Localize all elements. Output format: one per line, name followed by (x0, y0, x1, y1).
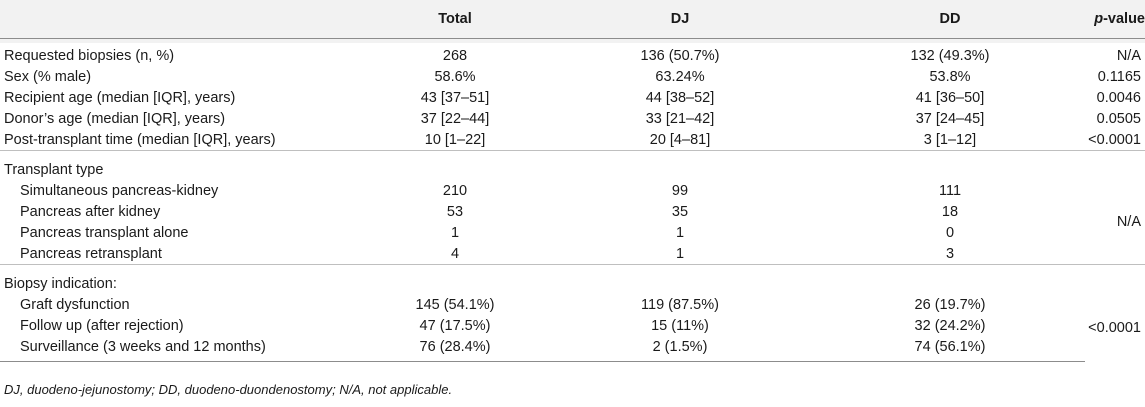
cell-dj: 136 (50.7%) (640, 47, 720, 64)
cell-dd: 3 (945, 245, 955, 262)
table-row: Pancreas retransplant 4 1 3 (0, 243, 1145, 265)
row-label: Donor’s age (median [IQR], years) (4, 110, 226, 127)
cell-dj: 63.24% (655, 68, 705, 85)
cell-dd: 37 [24–45] (915, 110, 985, 127)
table-footnote: DJ, duodeno-jejunostomy; DD, duodeno-duo… (4, 382, 453, 397)
cell-dj: 1 (675, 224, 685, 241)
row-label: Requested biopsies (n, %) (4, 47, 175, 64)
cell-dj: 20 [4–81] (649, 131, 711, 148)
table-row: Surveillance (3 weeks and 12 months) 76 … (0, 336, 1145, 362)
table-row: Post-transplant time (median [IQR], year… (0, 129, 1145, 151)
cell-dj: 33 [21–42] (645, 110, 715, 127)
cell-total: 53 (446, 203, 464, 220)
cell-dd: 132 (49.3%) (910, 47, 990, 64)
cell-dd: 0 (945, 224, 955, 241)
cell-dj: 35 (671, 203, 689, 220)
biopsy-characteristics-table: Total DJ DD p-value Requested biopsies (… (0, 0, 1145, 362)
cell-total: 4 (450, 245, 460, 262)
column-header-p-value: p-value (1085, 0, 1145, 39)
p-value-suffix: -value (1103, 11, 1145, 27)
column-header-dd: DD (815, 0, 1085, 39)
row-label: Graft dysfunction (20, 296, 130, 313)
cell-total: 43 [37–51] (420, 89, 490, 106)
cell-dj: 15 (11%) (651, 317, 709, 334)
cell-total: 268 (442, 47, 468, 64)
table-row: Pancreas after kidney 53 35 18 (0, 201, 1145, 222)
cell-p-value-transplant-type: N/A (1116, 214, 1141, 230)
cell-dj: 2 (1.5%) (545, 336, 815, 362)
cell-total: 58.6% (434, 68, 476, 85)
row-label: Surveillance (3 weeks and 12 months) (0, 336, 365, 362)
section-heading-biopsy-indication: Biopsy indication: (0, 264, 365, 294)
cell-dd: 111 (938, 182, 962, 199)
row-label: Follow up (after rejection) (20, 317, 184, 334)
cell-p-value: 0.0505 (1096, 110, 1141, 127)
column-header-total: Total (365, 0, 545, 39)
p-value-italic-p: p (1094, 11, 1104, 27)
table-row: Requested biopsies (n, %) 268 136 (50.7%… (0, 39, 1145, 67)
section-heading-transplant-type: Transplant type (0, 150, 365, 180)
row-label: Pancreas transplant alone (20, 224, 189, 241)
row-label: Pancreas after kidney (20, 203, 161, 220)
table-row: Sex (% male) 58.6% 63.24% 53.8% 0.1165 (0, 66, 1145, 87)
row-label: Sex (% male) (4, 68, 92, 85)
cell-total: 1 (450, 224, 460, 241)
cell-p-value-biopsy-indication: <0.0001 (1088, 319, 1141, 336)
cell-total: 10 [1–22] (424, 131, 486, 148)
column-header-label (0, 0, 365, 39)
cell-p-value: N/A (1116, 47, 1141, 64)
row-label: Post-transplant time (median [IQR], year… (4, 131, 276, 148)
table-row: Follow up (after rejection) 47 (17.5%) 1… (0, 315, 1145, 336)
cell-total: 47 (17.5%) (419, 317, 491, 334)
table-row: Recipient age (median [IQR], years) 43 [… (0, 87, 1145, 108)
cell-total: 145 (54.1%) (415, 296, 495, 313)
cell-dd: 41 [36–50] (915, 89, 985, 106)
cell-total: 76 (28.4%) (365, 336, 545, 362)
row-label: Simultaneous pancreas-kidney (20, 182, 219, 199)
cell-dj: 44 [38–52] (645, 89, 715, 106)
cell-dd: 74 (56.1%) (815, 336, 1085, 362)
table-row: Simultaneous pancreas-kidney 210 99 111 … (0, 180, 1145, 231)
cell-dd: 32 (24.2%) (914, 317, 986, 334)
table-header-row: Total DJ DD p-value (0, 0, 1145, 39)
section-heading-row: Transplant type (0, 150, 1145, 180)
table-row: Graft dysfunction 145 (54.1%) 119 (87.5%… (0, 294, 1145, 336)
table-row: Pancreas transplant alone 1 1 0 (0, 222, 1145, 243)
cell-dd: 3 [1–12] (923, 131, 977, 148)
cell-p-value: 0.1165 (1097, 68, 1141, 85)
cell-p-value: 0.0046 (1096, 89, 1141, 106)
column-header-dj: DJ (545, 0, 815, 39)
cell-dj: 1 (675, 245, 685, 262)
cell-dj: 99 (671, 182, 689, 199)
cell-dd: 53.8% (929, 68, 971, 85)
row-label: Recipient age (median [IQR], years) (4, 89, 236, 106)
row-label: Pancreas retransplant (20, 245, 162, 262)
cell-total: 37 [22–44] (420, 110, 490, 127)
cell-total: 210 (442, 182, 468, 199)
cell-dj: 119 (87.5%) (641, 296, 719, 313)
cell-dd: 18 (941, 203, 959, 220)
section-heading-row: Biopsy indication: (0, 264, 1145, 294)
cell-p-value: <0.0001 (1088, 131, 1141, 148)
cell-dd: 26 (19.7%) (914, 296, 986, 313)
table-row: Donor’s age (median [IQR], years) 37 [22… (0, 108, 1145, 129)
